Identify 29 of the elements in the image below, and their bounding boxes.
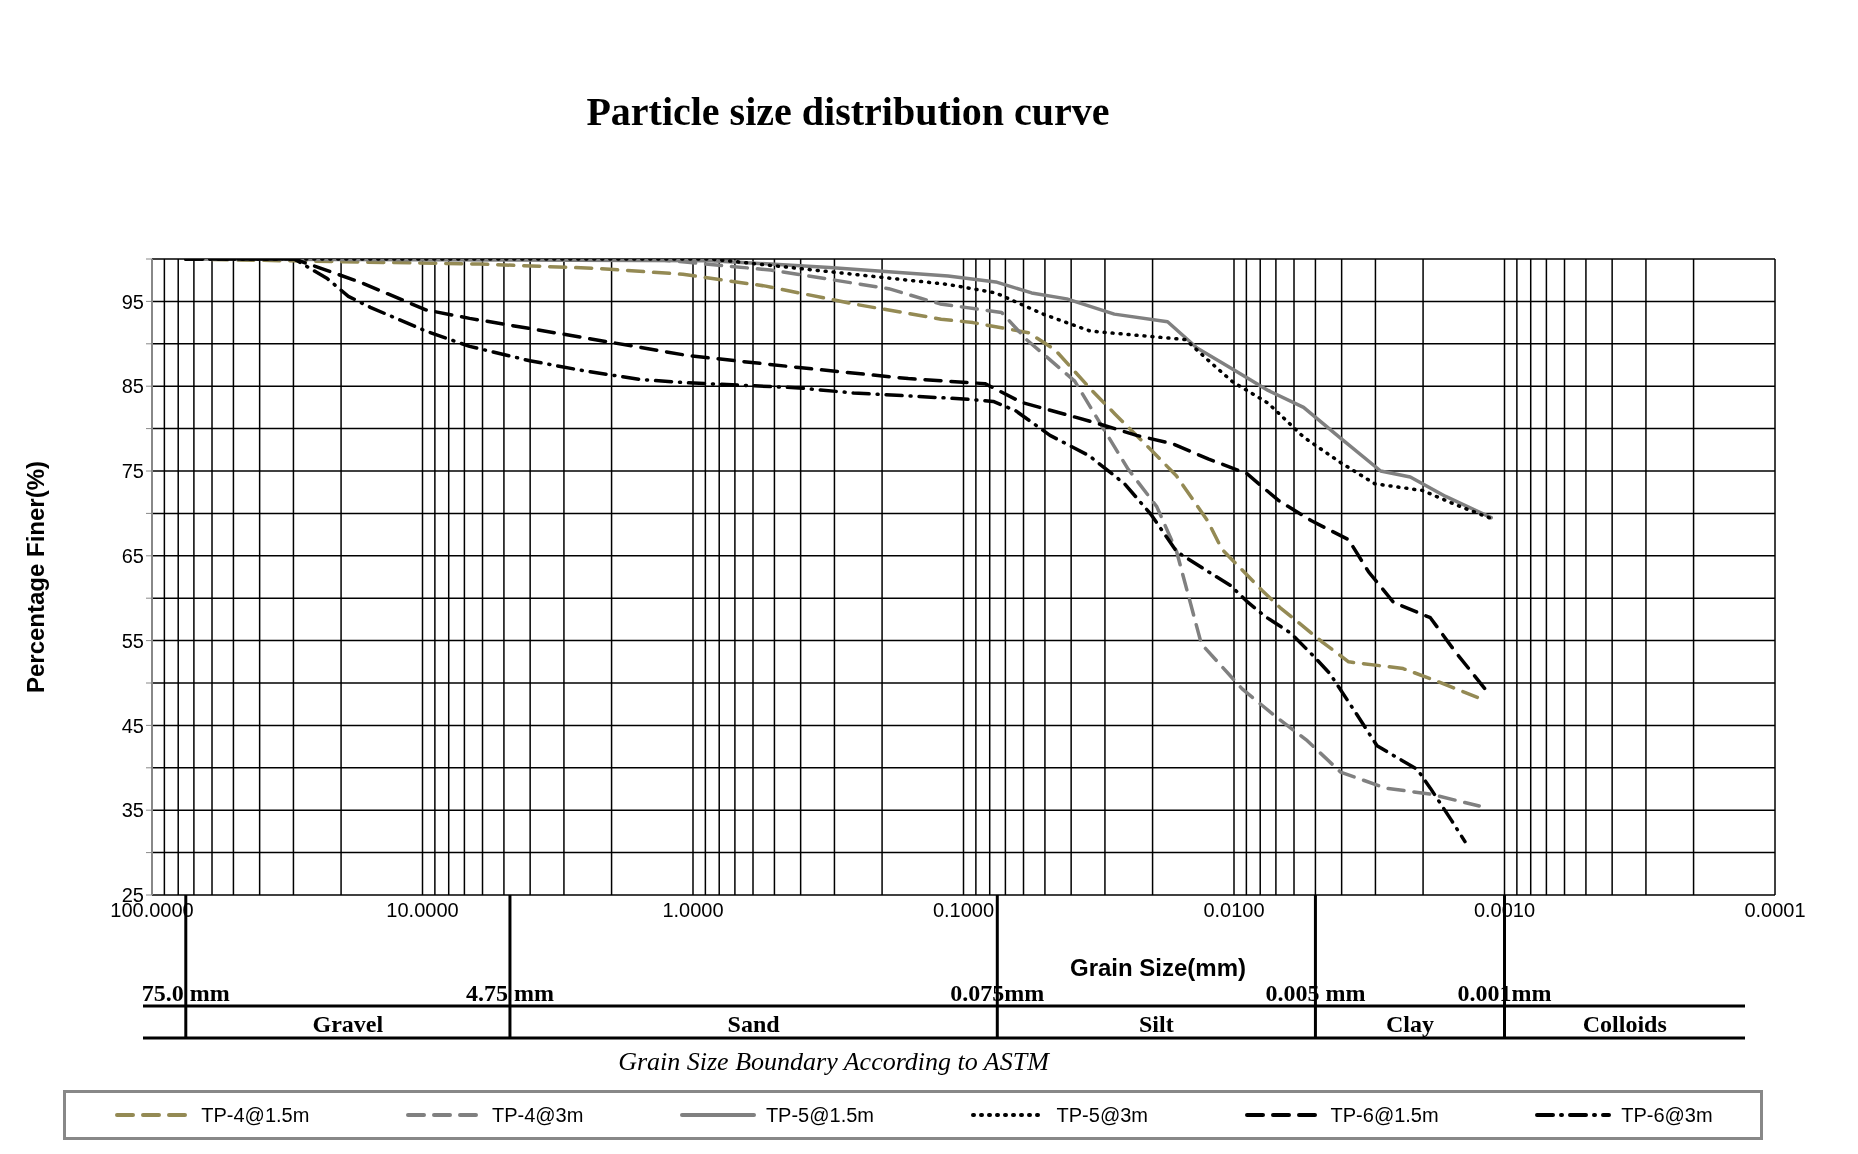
legend-label: TP-6@3m — [1621, 1103, 1713, 1127]
y-tick-label: 75 — [121, 460, 144, 483]
legend-label: TP-4@1.5m — [201, 1103, 310, 1127]
y-tick-label: 55 — [121, 629, 144, 652]
y-tick-label: 35 — [121, 799, 144, 822]
text: Colloids — [1582, 1011, 1667, 1037]
ref-line-label: 4.75 mm — [465, 980, 554, 1006]
x-axis-title: Grain Size(mm) — [1069, 954, 1247, 981]
y-axis-title: Percentage Finer(%) — [22, 460, 50, 694]
text: Silt — [1139, 1011, 1174, 1037]
chart-title: Particle size distribution curve — [585, 88, 1111, 135]
legend-label: TP-4@3m — [491, 1103, 584, 1127]
text: Grain Size Boundary According to ASTM — [618, 1047, 1051, 1076]
y-tick-label: 95 — [121, 290, 144, 313]
legend-label: TP-6@1.5m — [1330, 1103, 1439, 1127]
legend-label: TP-5@3m — [1056, 1103, 1148, 1127]
x-tick-label: 0.0001 — [1744, 899, 1806, 922]
y-tick-label: 65 — [121, 544, 144, 567]
x-tick-label: 10.0000 — [386, 899, 459, 922]
legend-label: TP-5@1.5m — [765, 1103, 875, 1127]
y-tick-label: 85 — [121, 375, 144, 398]
y-tick-label: 45 — [121, 714, 144, 737]
text: Sand — [727, 1011, 781, 1037]
text: Clay — [1385, 1011, 1434, 1037]
x-tick-label: 0.0100 — [1203, 899, 1265, 922]
x-tick-label: 1.0000 — [662, 899, 724, 922]
text: Gravel — [312, 1011, 384, 1037]
ref-line-label: 75.0 mm — [141, 980, 230, 1006]
x-tick-label: 0.1000 — [932, 899, 995, 922]
